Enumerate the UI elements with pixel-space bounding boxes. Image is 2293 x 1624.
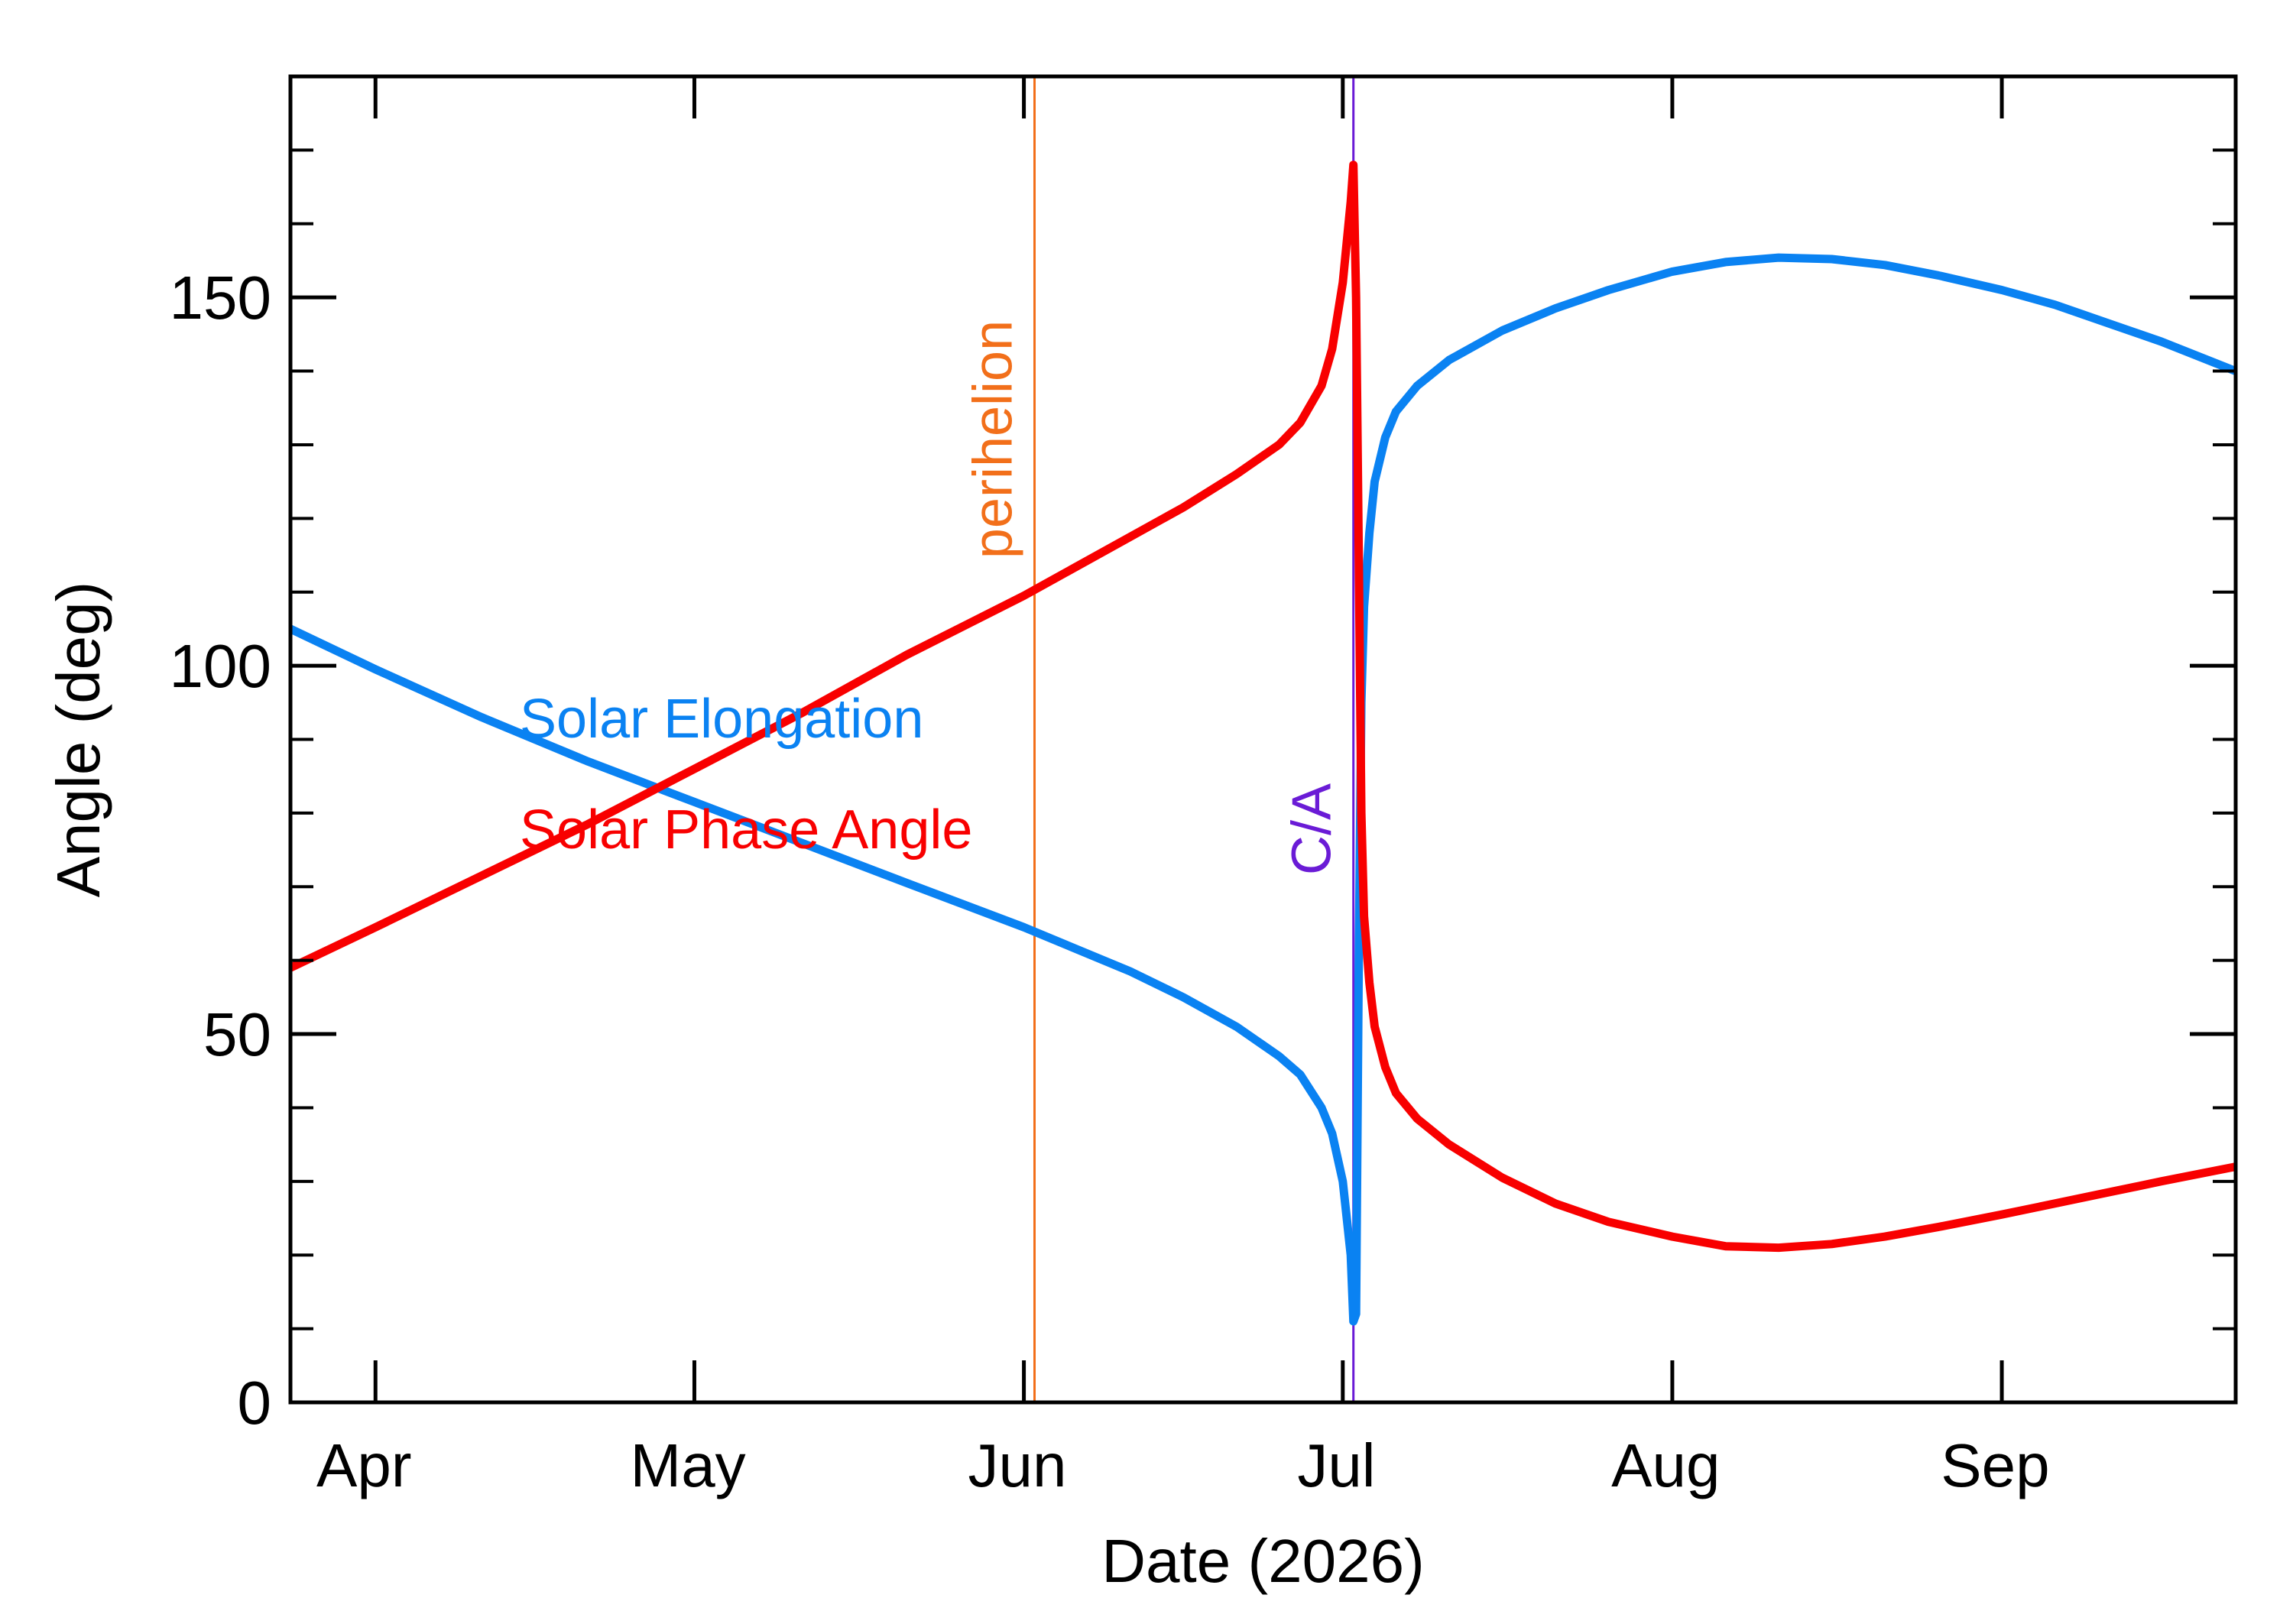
axis-ticks	[290, 76, 2236, 1405]
x-axis-title: Date (2026)	[1101, 1527, 1424, 1595]
closest-approach-label: C/A	[1282, 783, 1343, 875]
series-line-0	[288, 253, 2238, 1326]
event-markers	[1033, 76, 1355, 1402]
series-label-solar-elongation: Solar Elongation	[520, 689, 923, 750]
y-tick-label: 100	[170, 632, 271, 700]
y-tick-label: 50	[203, 1000, 271, 1068]
tick-labels: 0 50 100 150 Apr May Jun Jul Aug Sep	[170, 264, 2050, 1499]
perihelion-label: perihelion	[962, 320, 1023, 559]
y-tick-label: 0	[238, 1369, 272, 1437]
x-tick-label: Apr	[316, 1431, 412, 1499]
x-tick-label: Jul	[1297, 1431, 1375, 1499]
x-tick-label: Aug	[1611, 1431, 1720, 1499]
series-lines	[288, 160, 2238, 1326]
y-axis-title: Angle (deg)	[44, 582, 112, 898]
x-tick-label: Jun	[968, 1431, 1066, 1499]
series-line-1	[288, 160, 2237, 1253]
x-tick-label: May	[631, 1431, 746, 1499]
series-labels: Solar Elongation Solar Phase Angle	[520, 689, 972, 861]
series-label-solar-phase-angle: Solar Phase Angle	[520, 799, 972, 861]
marker-labels: perihelion C/A	[962, 320, 1342, 875]
y-tick-label: 150	[170, 264, 271, 332]
x-tick-label: Sep	[1941, 1431, 2049, 1499]
